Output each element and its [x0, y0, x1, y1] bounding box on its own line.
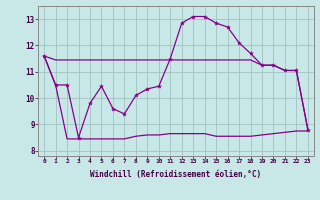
- X-axis label: Windchill (Refroidissement éolien,°C): Windchill (Refroidissement éolien,°C): [91, 170, 261, 179]
